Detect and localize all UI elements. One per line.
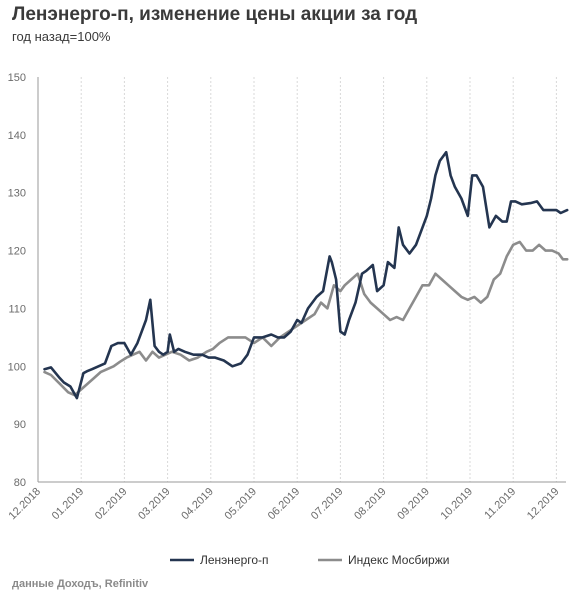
x-tick-label: 12.2018: [7, 486, 44, 523]
series-line-lenenergo: [43, 150, 569, 400]
y-tick-label: 120: [8, 246, 26, 258]
x-tick-label: 10.2019: [439, 486, 476, 523]
chart-subtitle: год назад=100%: [12, 29, 111, 44]
x-tick-label: 09.2019: [395, 486, 432, 523]
series-line-moex-index: [43, 240, 569, 397]
y-tick-label: 90: [14, 419, 26, 431]
x-tick-label: 02.2019: [93, 486, 130, 523]
data-source-note: данные Доходъ, Refinitiv: [12, 578, 149, 590]
legend-item-lenenergo-label: Ленэнерго-п: [200, 553, 269, 567]
x-tick-label: 06.2019: [266, 486, 303, 523]
y-tick-label: 140: [8, 130, 26, 142]
y-tick-label: 130: [8, 188, 26, 200]
x-tick-label: 01.2019: [50, 486, 87, 523]
x-tick-label: 12.2019: [525, 486, 562, 523]
y-tick-label: 80: [14, 477, 26, 489]
axes: 12.2018 01.2019 02.2019 03.2019 04.2019 05.20…: [7, 72, 566, 522]
x-tick-label: 04.2019: [179, 486, 216, 523]
x-tick-label: 07.2019: [309, 486, 346, 523]
x-tick-label: 08.2019: [352, 486, 389, 523]
series-group: [43, 150, 569, 400]
legend-item-moex-index-label: Индекс Мосбиржи: [348, 553, 449, 567]
chart-title: Ленэнерго-п, изменение цены акции за год: [12, 4, 418, 25]
y-tick-label: 100: [8, 361, 26, 373]
y-tick-label: 150: [8, 72, 26, 84]
x-tick-label: 03.2019: [136, 486, 173, 523]
legend: Ленэнерго-п Индекс Мосбиржи: [170, 553, 449, 567]
grid: [80, 77, 557, 482]
x-tick-label: 05.2019: [223, 486, 260, 523]
x-tick-label: 11.2019: [482, 486, 518, 522]
y-tick-label: 110: [8, 303, 26, 315]
